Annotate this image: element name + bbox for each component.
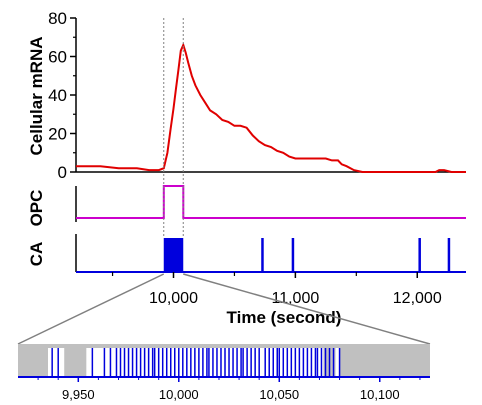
zoom-xtick-label: 10,100 bbox=[360, 387, 400, 402]
ca-ylabel: CA bbox=[27, 242, 46, 267]
zoom-connector-right bbox=[183, 273, 431, 345]
zoom-xtick-label: 10,050 bbox=[259, 387, 299, 402]
ca-xtick-label: 10,000 bbox=[149, 290, 198, 307]
opc-panel bbox=[75, 185, 466, 222]
zoom-xtick-label: 10,000 bbox=[159, 387, 199, 402]
ca-xtick-label: 12,000 bbox=[393, 290, 442, 307]
ca-burst-bar bbox=[163, 238, 184, 272]
zoom-xtick-label: 9,950 bbox=[62, 387, 95, 402]
mrna-ytick-label: 20 bbox=[48, 125, 67, 144]
opc-series-line bbox=[76, 185, 466, 219]
mrna-ytick-label: 0 bbox=[58, 163, 67, 182]
mrna-ytick-label: 40 bbox=[48, 86, 67, 105]
zoom-quiet-gap bbox=[64, 348, 87, 376]
zoom-panel: 9,950 10,000 10,050 10,100 bbox=[18, 344, 430, 402]
ca-panel: 10,000 11,000 12,000 Time (second) bbox=[75, 234, 466, 327]
ca-xtick-label: 11,000 bbox=[272, 290, 320, 307]
zoom-connector-left bbox=[17, 273, 165, 345]
mrna-ytick-label: 80 bbox=[48, 9, 67, 28]
mrna-ylabel: Cellular mRNA bbox=[27, 36, 46, 155]
time-xlabel: Time (second) bbox=[227, 308, 342, 327]
mrna-panel: 0 20 40 60 80 bbox=[48, 9, 466, 182]
opc-ylabel: OPC bbox=[27, 190, 46, 227]
zoom-guides bbox=[17, 18, 431, 345]
mrna-series-line bbox=[76, 42, 466, 173]
mrna-ytick-label: 60 bbox=[48, 48, 67, 67]
